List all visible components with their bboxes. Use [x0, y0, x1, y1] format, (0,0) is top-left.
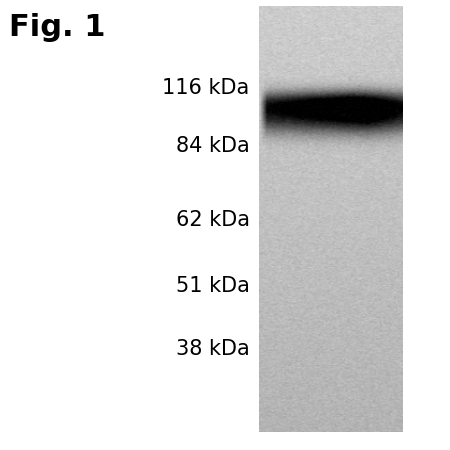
- Text: Fig. 1: Fig. 1: [9, 14, 105, 42]
- Text: 116 kDa: 116 kDa: [162, 78, 250, 98]
- Text: 51 kDa: 51 kDa: [176, 276, 250, 296]
- Text: 62 kDa: 62 kDa: [176, 211, 250, 230]
- Text: 38 kDa: 38 kDa: [176, 339, 250, 359]
- Text: 84 kDa: 84 kDa: [176, 136, 250, 156]
